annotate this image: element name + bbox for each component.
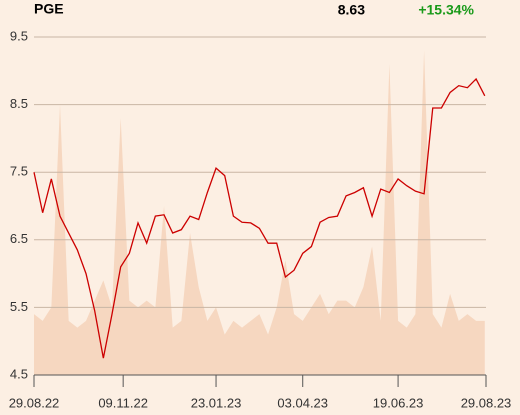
y-tick-label: 9.5 bbox=[10, 28, 28, 43]
x-tick-label: 03.04.23 bbox=[277, 395, 328, 410]
last-price: 8.63 bbox=[338, 2, 365, 18]
y-tick-label: 6.5 bbox=[10, 231, 28, 246]
y-tick-label: 8.5 bbox=[10, 96, 28, 111]
symbol: PGE bbox=[34, 1, 64, 17]
x-tick-label: 19.06.23 bbox=[373, 395, 424, 410]
y-tick-label: 5.5 bbox=[10, 299, 28, 314]
x-tick-label: 29.08.23 bbox=[461, 395, 512, 410]
x-tick-label: 09.11.22 bbox=[98, 395, 148, 410]
x-tick-label: 29.08.22 bbox=[9, 395, 60, 410]
price-change: +15.34% bbox=[418, 2, 474, 18]
x-tick-label: 23.01.23 bbox=[191, 395, 242, 410]
volume-area bbox=[34, 50, 485, 376]
price-line bbox=[33, 77, 486, 359]
y-tick-label: 7.5 bbox=[10, 164, 28, 179]
y-tick-label: 4.5 bbox=[10, 366, 28, 381]
